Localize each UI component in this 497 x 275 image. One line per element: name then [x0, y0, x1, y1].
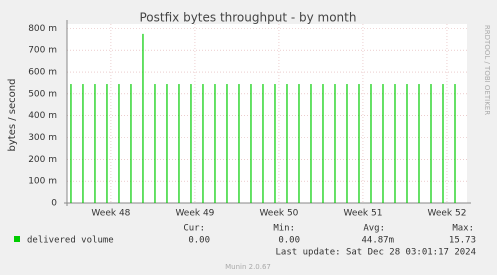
legend-swatch — [14, 236, 20, 242]
y-tick-label: 100 m — [28, 177, 57, 187]
x-tick-label: Week 49 — [175, 209, 214, 219]
y-tick-label: 0 — [51, 199, 57, 209]
legend-label: delivered volume — [27, 236, 114, 246]
stat-header: Max: — [452, 224, 474, 234]
y-tick-label: 300 m — [28, 133, 57, 143]
plot-area — [67, 24, 467, 203]
y-axis-label: bytes / second — [7, 79, 18, 152]
y-tick-label: 700 m — [28, 46, 57, 56]
stat-value: 0.00 — [188, 236, 210, 246]
x-tick-label: Week 52 — [427, 209, 466, 219]
stat-header: Cur: — [183, 224, 205, 234]
y-tick-label: 400 m — [28, 111, 57, 121]
stat-value: 44.87m — [361, 236, 394, 246]
x-tick-label: Week 51 — [343, 209, 382, 219]
side-label: RRDTOOL / TOBI OETIKER — [483, 25, 491, 115]
x-tick-label: Week 50 — [259, 209, 298, 219]
stat-header: Avg: — [363, 224, 385, 234]
stat-value: 0.00 — [278, 236, 300, 246]
y-tick-label: 600 m — [28, 68, 57, 78]
y-tick-label: 200 m — [28, 155, 57, 165]
x-tick-label: Week 48 — [91, 209, 130, 219]
chart-title: Postfix bytes throughput - by month — [140, 11, 357, 25]
stat-value: 15.73 — [449, 236, 476, 246]
y-tick-label: 500 m — [28, 89, 57, 99]
stat-header: Min: — [273, 224, 295, 234]
last-update: Last update: Sat Dec 28 03:01:17 2024 — [276, 248, 476, 258]
y-tick-label: 800 m — [28, 24, 57, 34]
version: Munin 2.0.67 — [225, 263, 271, 271]
